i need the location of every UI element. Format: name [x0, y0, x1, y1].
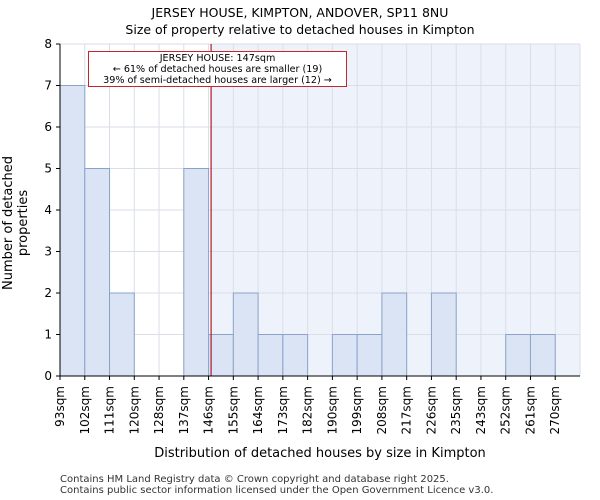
- annotation-line-1: JERSEY HOUSE: 147sqm: [159, 53, 276, 64]
- y-tick-label: 3: [44, 245, 52, 259]
- y-tick-label: 4: [44, 203, 52, 217]
- x-tick-label: 128sqm: [152, 386, 166, 434]
- histogram-bar: [183, 168, 210, 377]
- histogram-bar: [381, 292, 408, 377]
- histogram-bar: [505, 334, 531, 377]
- histogram-bar: [282, 334, 309, 377]
- y-tick-label: 7: [44, 79, 52, 93]
- x-tick-label: 226sqm: [424, 386, 438, 434]
- x-tick-label: 243sqm: [474, 386, 488, 434]
- histogram-bar: [430, 292, 457, 377]
- annotation-line-3: 39% of semi-detached houses are larger (…: [103, 75, 332, 86]
- x-tick-label: 173sqm: [276, 386, 290, 434]
- x-tick-label: 199sqm: [350, 386, 364, 434]
- chart-subtitle: Size of property relative to detached ho…: [125, 22, 475, 37]
- x-tick-label: 111sqm: [103, 386, 117, 434]
- annotation-line-2: ← 61% of detached houses are smaller (19…: [112, 64, 323, 75]
- x-tick-label: 93sqm: [53, 386, 67, 427]
- x-tick-label: 146sqm: [202, 386, 216, 434]
- x-tick-label: 190sqm: [325, 386, 339, 434]
- histogram-bar: [109, 292, 135, 377]
- x-tick-label: 102sqm: [78, 386, 92, 434]
- histogram-bar: [84, 168, 111, 377]
- x-tick-label: 155sqm: [226, 386, 240, 434]
- x-tick-label: 182sqm: [301, 386, 315, 434]
- x-tick-label: 120sqm: [127, 386, 141, 434]
- x-tick-label: 217sqm: [400, 386, 414, 434]
- x-axis-label: Distribution of detached houses by size …: [154, 446, 486, 461]
- y-tick-label: 2: [44, 286, 52, 300]
- histogram-bar: [59, 85, 86, 377]
- chart-title: JERSEY HOUSE, KIMPTON, ANDOVER, SP11 8NU: [151, 5, 449, 20]
- y-tick-label: 8: [44, 37, 52, 51]
- histogram-bar: [208, 334, 234, 377]
- y-tick-label: 5: [44, 162, 52, 176]
- histogram-bar: [257, 334, 284, 377]
- footer-line-2: Contains public sector information licen…: [60, 485, 494, 496]
- y-tick-label: 0: [44, 369, 52, 383]
- x-tick-label: 252sqm: [499, 386, 513, 434]
- x-tick-label: 261sqm: [523, 386, 537, 434]
- histogram-bar: [232, 292, 259, 377]
- x-tick-label: 208sqm: [375, 386, 389, 434]
- x-tick-label: 270sqm: [548, 386, 562, 434]
- y-tick-label: 1: [44, 328, 52, 342]
- histogram-bar: [356, 334, 383, 377]
- y-tick-label: 6: [44, 120, 52, 134]
- x-tick-label: 235sqm: [449, 386, 463, 434]
- y-axis-label: Number of detached properties: [1, 156, 31, 290]
- property-annotation: JERSEY HOUSE: 147sqm ← 61% of detached h…: [88, 51, 347, 87]
- x-tick-label: 164sqm: [251, 386, 265, 434]
- histogram-bar: [529, 334, 556, 377]
- x-tick-label: 137sqm: [177, 386, 191, 434]
- footer-line-1: Contains HM Land Registry data © Crown c…: [60, 474, 449, 485]
- histogram-bar: [331, 334, 358, 377]
